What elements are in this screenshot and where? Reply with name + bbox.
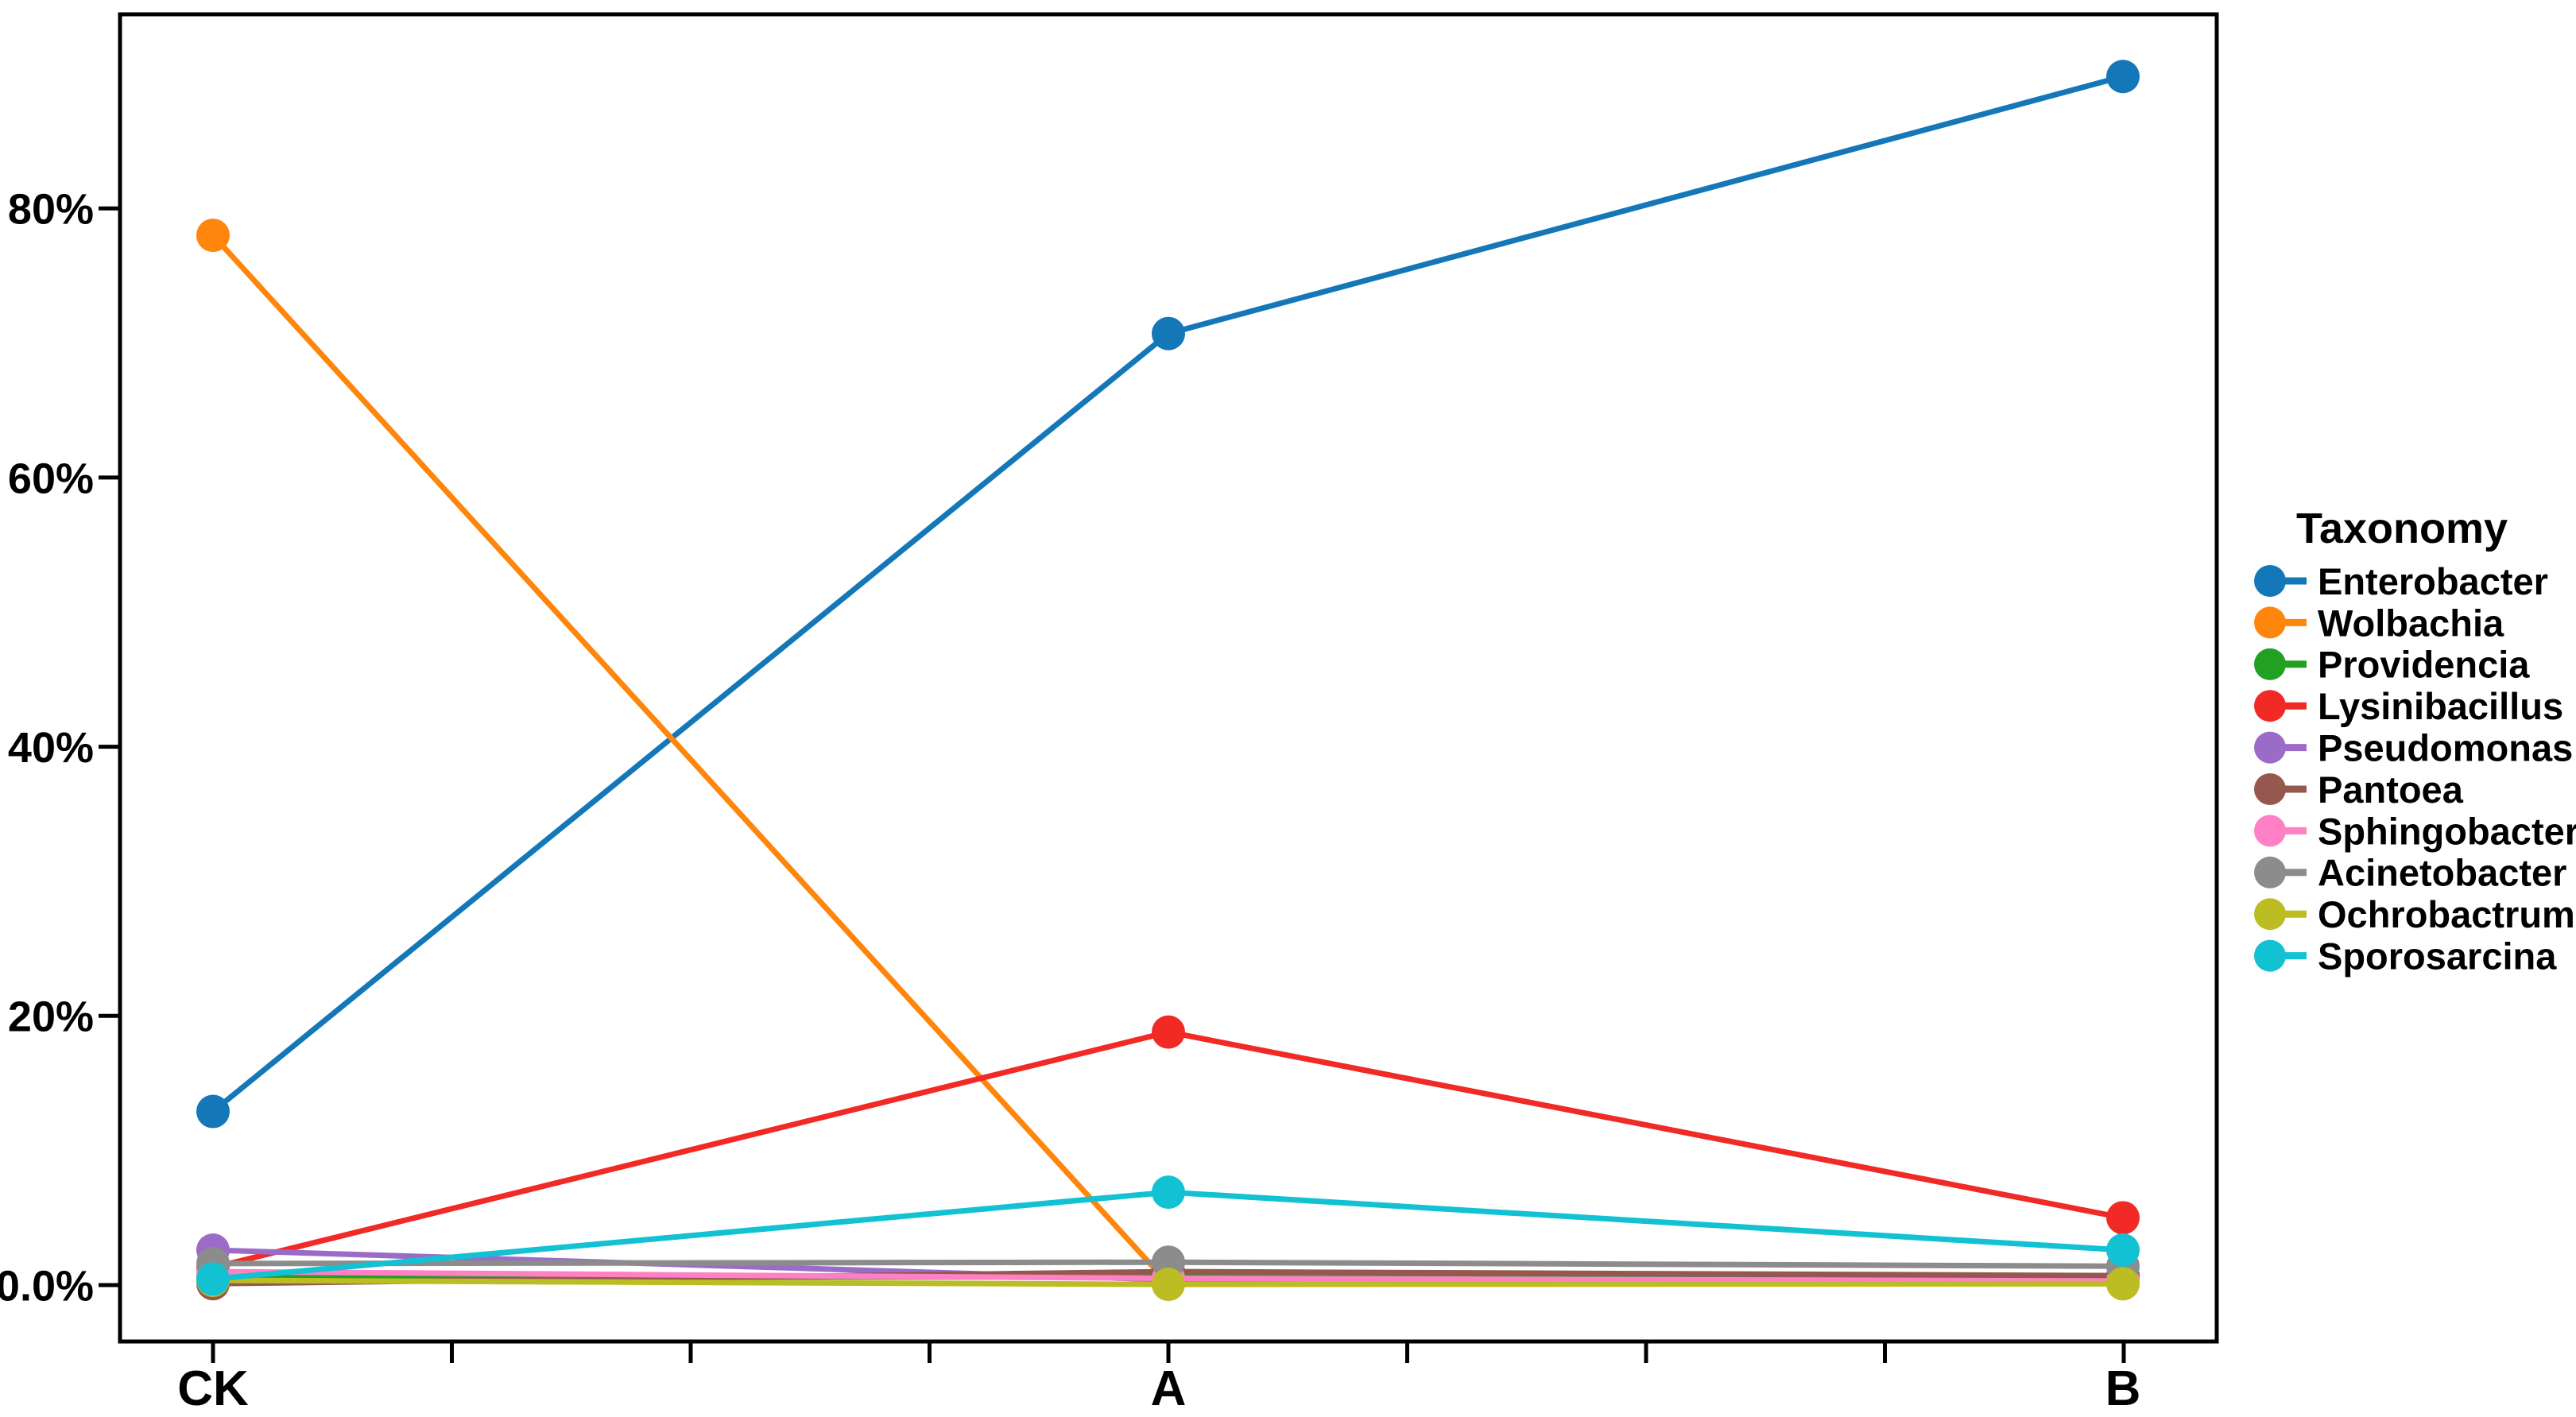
y-tick-label: 60% — [8, 455, 94, 502]
x-tick-label-a: A — [1151, 1361, 1187, 1416]
legend: Taxonomy EnterobacterWolbachiaProvidencia… — [2254, 505, 2576, 978]
legend-label: Sporosarcina — [2318, 935, 2557, 978]
x-tick-label-b: B — [2105, 1361, 2141, 1416]
legend-key-marker-icon — [2254, 939, 2286, 972]
legend-key-marker-icon — [2254, 690, 2286, 722]
data-point-sporosarcina-b — [2106, 1233, 2140, 1267]
axes: 0.0% 20% 40% 60% 80% CK A B — [0, 186, 2140, 1416]
legend-label: Lysinibacillus — [2318, 685, 2563, 727]
data-point-ochrobactrum-a — [1152, 1268, 1185, 1302]
legend-item-pantoea: Pantoea — [2254, 769, 2464, 811]
data-point-lysinibacillus-a — [1152, 1015, 1185, 1049]
plot-border — [118, 12, 2219, 1344]
data-point-enterobacter-ck — [196, 1094, 230, 1129]
legend-label: Enterobacter — [2318, 560, 2548, 602]
legend-label: Acinetobacter — [2318, 852, 2566, 894]
legend-label: Wolbachia — [2318, 602, 2504, 644]
legend-key-marker-icon — [2254, 815, 2286, 847]
legend-item-providencia: Providencia — [2254, 644, 2530, 686]
legend-label: Sphingobacteri — [2318, 810, 2576, 852]
legend-item-enterobacter: Enterobacter — [2254, 560, 2548, 602]
legend-key-marker-icon — [2254, 648, 2286, 680]
legend-label: Pseudomonas — [2318, 727, 2573, 769]
legend-key-marker-icon — [2254, 773, 2286, 805]
data-point-enterobacter-b — [2106, 60, 2140, 94]
legend-key-marker-icon — [2254, 898, 2286, 931]
data-point-enterobacter-a — [1152, 316, 1185, 350]
legend-label: Ochrobactrum — [2318, 893, 2575, 935]
legend-key-marker-icon — [2254, 731, 2286, 764]
legend-item-lysinibacillus: Lysinibacillus — [2254, 685, 2563, 727]
legend-label: Pantoea — [2318, 769, 2464, 811]
y-tick-label: 40% — [8, 724, 94, 772]
plot-area — [118, 12, 2219, 1344]
data-point-sporosarcina-a — [1152, 1175, 1185, 1210]
legend-key-marker-icon — [2254, 565, 2286, 597]
y-tick-label: 20% — [8, 993, 94, 1041]
y-tick-label: 0.0% — [0, 1262, 94, 1310]
legend-item-pseudomonas: Pseudomonas — [2254, 727, 2573, 769]
legend-item-wolbachia: Wolbachia — [2254, 602, 2504, 644]
legend-item-sphingobacteri: Sphingobacteri — [2254, 810, 2576, 852]
legend-item-acinetobacter: Acinetobacter — [2254, 852, 2566, 894]
legend-key-marker-icon — [2254, 856, 2286, 889]
legend-item-sporosarcina: Sporosarcina — [2254, 935, 2557, 978]
data-point-wolbachia-ck — [196, 219, 230, 253]
data-point-sporosarcina-ck — [196, 1262, 230, 1296]
series-layer — [196, 60, 2140, 1302]
data-point-lysinibacillus-b — [2106, 1201, 2140, 1235]
legend-item-ochrobactrum: Ochrobactrum — [2254, 893, 2575, 935]
legend-title: Taxonomy — [2296, 505, 2508, 552]
legend-label: Providencia — [2318, 644, 2530, 686]
data-point-ochrobactrum-b — [2106, 1267, 2140, 1301]
x-tick-label-ck: CK — [177, 1361, 249, 1416]
y-tick-label: 80% — [8, 186, 94, 234]
legend-key-marker-icon — [2254, 606, 2286, 639]
